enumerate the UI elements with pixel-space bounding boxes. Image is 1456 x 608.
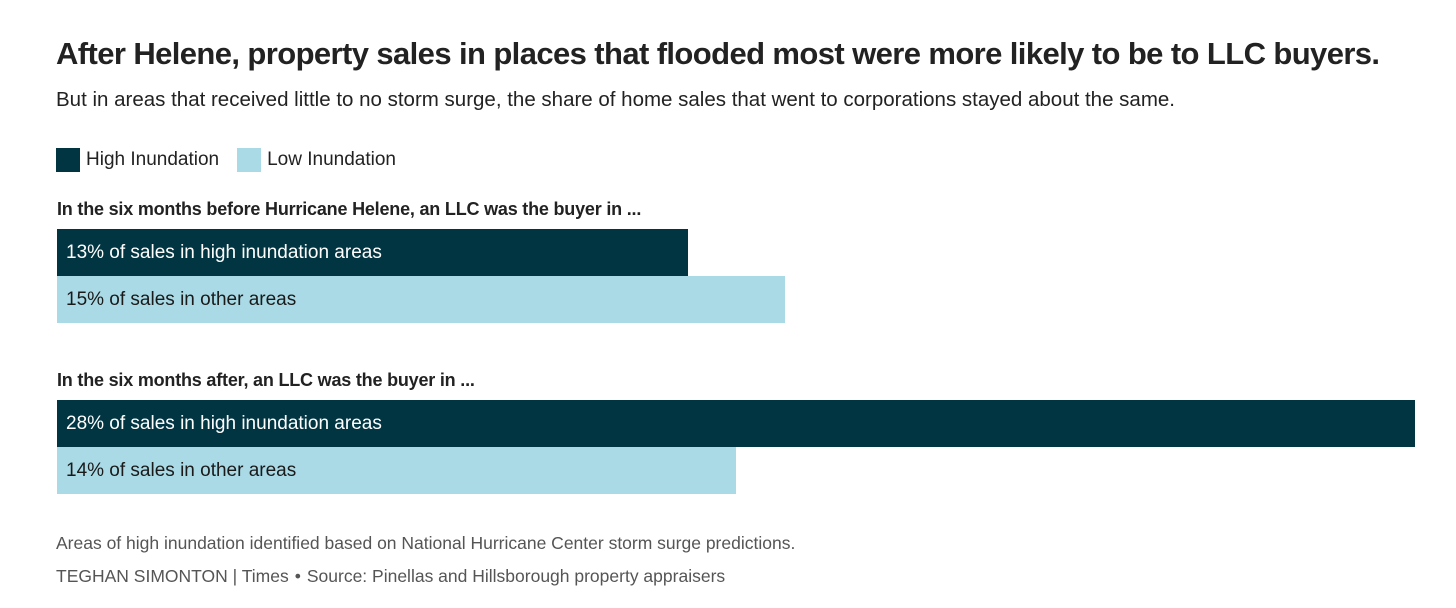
legend-item-high: High Inundation: [56, 148, 219, 172]
chart-source: Source: Pinellas and Hillsborough proper…: [306, 566, 726, 586]
bar-after-high: 28% of sales in high inundation areas: [57, 400, 1415, 447]
legend: High Inundation Low Inundation: [56, 148, 414, 172]
legend-label-low: Low Inundation: [267, 149, 396, 170]
legend-item-low: Low Inundation: [237, 148, 396, 172]
chart-credit: TEGHAN SIMONTON | Times: [56, 566, 289, 586]
bar-after-low: 14% of sales in other areas: [57, 447, 736, 494]
bar-before-high: 13% of sales in high inundation areas: [57, 229, 688, 276]
legend-label-high: High Inundation: [86, 149, 220, 170]
chart-credit-line: TEGHAN SIMONTON | Times • Source: Pinellas…: [56, 566, 725, 587]
legend-swatch-low: [237, 148, 262, 172]
group-label-after: In the six months after, an LLC was the …: [57, 370, 475, 390]
bar-label-before-high: 13% of sales in high inundation areas: [66, 242, 382, 263]
chart-title: After Helene, property sales in places t…: [56, 36, 1380, 71]
bar-label-before-low: 15% of sales in other areas: [66, 289, 297, 310]
bar-label-after-high: 28% of sales in high inundation areas: [66, 413, 382, 434]
chart-subtitle: But in areas that received little to no …: [56, 88, 1176, 111]
bar-label-after-low: 14% of sales in other areas: [66, 460, 297, 481]
bar-before-low: 15% of sales in other areas: [57, 276, 785, 323]
chart-note: Areas of high inundation identified base…: [56, 533, 796, 553]
separator-dot: •: [294, 566, 301, 586]
legend-swatch-high: [56, 148, 80, 172]
group-label-before: In the six months before Hurricane Helen…: [57, 199, 642, 219]
